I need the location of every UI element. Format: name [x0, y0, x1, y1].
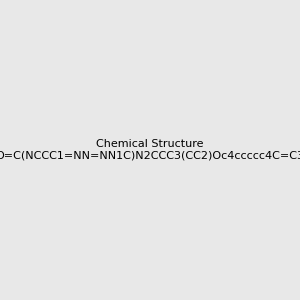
- Text: Chemical Structure
O=C(NCCC1=NN=NN1C)N2CCC3(CC2)Oc4ccccc4C=C3: Chemical Structure O=C(NCCC1=NN=NN1C)N2C…: [0, 139, 300, 161]
